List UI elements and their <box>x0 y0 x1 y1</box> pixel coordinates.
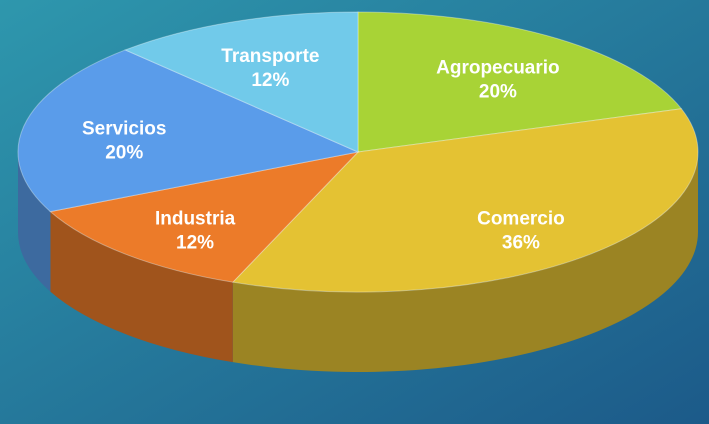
slice-label: Comercio <box>477 208 565 229</box>
slice-value-label: 12% <box>251 70 289 91</box>
slice <box>357 11 683 153</box>
slice-side <box>232 152 698 372</box>
slice <box>17 49 360 213</box>
slice-side <box>18 152 51 292</box>
slice-label: Servicios <box>82 119 167 140</box>
slice-label: Transporte <box>221 46 319 67</box>
slice <box>123 11 359 153</box>
slice <box>49 151 360 283</box>
slice-value-label: 20% <box>479 82 517 103</box>
slice <box>231 108 699 293</box>
slice-value-label: 12% <box>176 232 214 253</box>
slice-label: Industria <box>155 208 236 229</box>
slice-side <box>50 211 233 363</box>
slice-value-label: 20% <box>105 143 143 164</box>
slice-label: Agropecuario <box>436 58 560 79</box>
slice-value-label: 36% <box>502 232 540 253</box>
